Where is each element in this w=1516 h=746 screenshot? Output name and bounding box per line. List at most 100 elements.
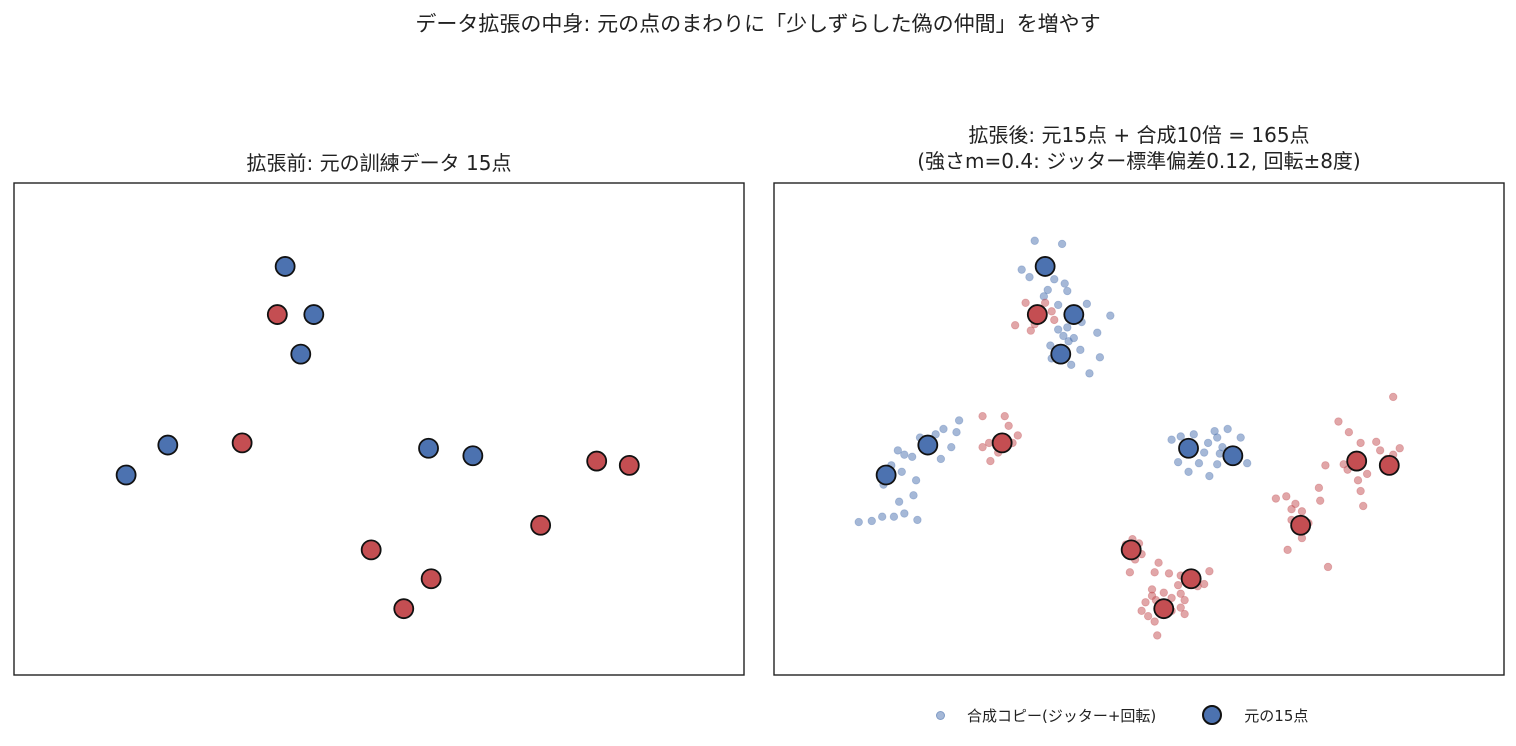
- original-point-class-a-0: [274, 256, 296, 277]
- original-point-class-b-7: [618, 454, 640, 476]
- original-point-class-a-3: [917, 434, 939, 456]
- synthetic-point-class-a-47: [1167, 435, 1176, 444]
- legend-original-marker: [1202, 705, 1223, 725]
- synthetic-point-class-a-6: [1043, 285, 1052, 295]
- synthetic-point-class-b-33: [1180, 595, 1189, 605]
- synthetic-point-class-b-50: [1314, 483, 1324, 493]
- synthetic-point-class-b-13: [978, 442, 987, 452]
- synthetic-point-class-a-48: [1176, 432, 1185, 441]
- synthetic-point-class-a-56: [1236, 433, 1245, 442]
- synthetic-point-class-a-3: [1025, 272, 1034, 282]
- original-point-class-b-5: [530, 514, 552, 536]
- synthetic-point-class-b-27: [1205, 567, 1214, 576]
- original-point-class-b-7: [1378, 454, 1400, 476]
- original-point-class-b-3: [1180, 568, 1202, 590]
- synthetic-point-class-a-24: [1053, 325, 1063, 334]
- synthetic-point-class-a-12: [1106, 311, 1115, 320]
- original-point-class-b-4: [393, 598, 415, 620]
- figure-suptitle: データ拡張の中身: 元の点のまわりに「少しずらした偽の仲間」を増やす: [415, 12, 1101, 36]
- legend: 合成コピー(ジッター+回転) 元の15点: [920, 700, 1380, 730]
- synthetic-point-class-b-4: [1047, 307, 1056, 316]
- synthetic-point-class-a-26: [952, 428, 961, 437]
- synthetic-point-class-b-6: [1050, 315, 1059, 325]
- synthetic-point-class-a-44: [854, 517, 863, 527]
- original-point-class-b-0: [1026, 304, 1048, 325]
- right-panel-title-line-2: (強さm=0.4: ジッター標準偏差0.12, 回転±8度): [917, 149, 1361, 173]
- synthetic-point-class-a-46: [900, 509, 909, 518]
- synthetic-point-class-a-22: [1085, 369, 1094, 378]
- synthetic-point-class-b-59: [1356, 438, 1365, 448]
- synthetic-point-class-b-38: [1137, 606, 1146, 616]
- legend-synthetic-label: 合成コピー(ジッター+回転): [967, 706, 1157, 725]
- left-axes: [13, 182, 745, 676]
- synthetic-point-class-b-60: [1375, 446, 1385, 455]
- left-axes-frame: [13, 182, 745, 676]
- synthetic-point-class-a-2: [1017, 265, 1026, 274]
- synthetic-point-class-b-64: [1395, 444, 1404, 453]
- synthetic-point-class-a-20: [1076, 345, 1085, 355]
- synthetic-point-class-b-47: [1291, 499, 1300, 509]
- left-panel-title: 拡張前: 元の訓練データ 15点: [246, 151, 512, 175]
- synthetic-point-class-b-56: [1323, 562, 1333, 572]
- original-point-class-b-3: [420, 568, 442, 590]
- synthetic-point-class-b-8: [1000, 411, 1009, 421]
- original-point-class-b-2: [360, 539, 382, 561]
- synthetic-point-class-b-44: [1153, 631, 1162, 640]
- original-point-class-b-1: [231, 432, 253, 454]
- original-point-class-a-2: [1050, 343, 1072, 365]
- synthetic-point-class-b-21: [1154, 558, 1163, 567]
- synthetic-point-class-b-22: [1125, 568, 1135, 577]
- synthetic-point-class-a-23: [1064, 337, 1073, 346]
- synthetic-point-class-a-43: [867, 516, 876, 526]
- synthetic-point-class-a-32: [947, 442, 956, 452]
- synthetic-point-class-a-21: [1095, 353, 1105, 362]
- original-point-class-a-3: [157, 434, 179, 456]
- synthetic-point-class-b-32: [1176, 589, 1185, 598]
- synthetic-point-class-a-31: [936, 454, 946, 464]
- synthetic-point-class-a-33: [911, 476, 921, 485]
- synthetic-point-class-a-49: [1189, 430, 1198, 439]
- original-point-class-b-4: [1153, 598, 1175, 620]
- synthetic-point-class-b-37: [1167, 593, 1176, 603]
- original-point-class-a-1: [1063, 304, 1085, 325]
- original-point-class-a-2: [290, 343, 312, 365]
- original-point-class-a-6: [1222, 445, 1244, 467]
- original-point-class-b-6: [586, 450, 608, 472]
- synthetic-point-class-a-60: [1194, 459, 1204, 468]
- synthetic-point-class-a-17: [1046, 341, 1055, 350]
- original-point-class-b-5: [1290, 514, 1312, 536]
- legend-original-label: 元の15点: [1244, 706, 1309, 725]
- synthetic-point-class-b-0: [1021, 298, 1030, 307]
- synthetic-point-class-a-5: [1060, 279, 1069, 288]
- synthetic-point-class-b-74: [1388, 392, 1398, 402]
- original-point-class-b-6: [1346, 450, 1368, 472]
- synthetic-point-class-b-35: [1141, 598, 1150, 607]
- synthetic-point-class-a-41: [877, 512, 887, 521]
- synthetic-point-class-b-55: [1283, 545, 1292, 555]
- synthetic-point-class-a-42: [889, 512, 899, 521]
- synthetic-point-class-a-0: [1030, 236, 1039, 245]
- original-point-class-a-6: [462, 445, 484, 467]
- synthetic-point-class-a-9: [1053, 300, 1063, 310]
- synthetic-point-class-b-5: [1010, 321, 1020, 330]
- synthetic-point-class-a-1: [1057, 239, 1067, 249]
- synthetic-point-class-a-51: [1213, 433, 1222, 442]
- synthetic-point-class-a-25: [939, 424, 948, 434]
- synthetic-point-class-b-2: [1026, 326, 1036, 335]
- synthetic-point-class-b-42: [1150, 617, 1159, 626]
- synthetic-point-class-a-8: [1063, 286, 1072, 296]
- original-point-class-b-2: [1120, 539, 1142, 561]
- synthetic-point-class-b-23: [1150, 568, 1159, 577]
- original-point-class-b-0: [266, 304, 288, 325]
- original-point-class-b-1: [991, 432, 1013, 454]
- legend-item-original: 元の15点: [1196, 705, 1308, 726]
- right-panel-title: 拡張後: 元15点 + 合成10倍 = 165点 (強さm=0.4: ジッター標…: [774, 122, 1504, 174]
- synthetic-point-class-a-40: [894, 497, 904, 506]
- synthetic-point-class-a-35: [893, 446, 903, 455]
- synthetic-point-class-a-29: [907, 452, 917, 462]
- synthetic-point-class-a-13: [1082, 299, 1092, 309]
- synthetic-point-class-b-72: [1321, 461, 1330, 470]
- original-point-class-a-5: [418, 437, 439, 459]
- synthetic-point-class-a-58: [1242, 459, 1252, 468]
